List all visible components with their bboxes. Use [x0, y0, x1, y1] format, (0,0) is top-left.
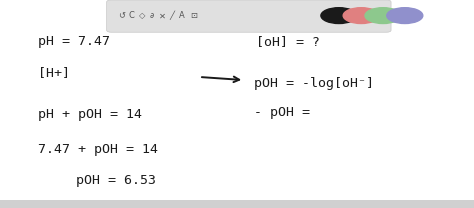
Bar	[0, 200, 474, 208]
FancyBboxPatch shape	[107, 0, 391, 32]
Circle shape	[321, 8, 357, 24]
Text: C: C	[129, 11, 135, 20]
Text: pH + pOH = 14: pH + pOH = 14	[38, 108, 142, 121]
Text: pH = 7.47: pH = 7.47	[38, 35, 110, 48]
Text: [H+]: [H+]	[38, 66, 70, 79]
Text: 7.47 + pOH = 14: 7.47 + pOH = 14	[38, 143, 158, 156]
Text: ↺: ↺	[118, 11, 125, 20]
Text: [oH] = ?: [oH] = ?	[256, 35, 320, 48]
Text: ✕: ✕	[159, 11, 165, 20]
Text: A: A	[179, 11, 185, 20]
Text: pOH = 6.53: pOH = 6.53	[76, 175, 156, 187]
Text: ⊡: ⊡	[190, 11, 197, 20]
Text: pOH = -log[oH⁻]: pOH = -log[oH⁻]	[254, 77, 374, 90]
Text: ╱: ╱	[169, 11, 174, 20]
Text: - pOH =: - pOH =	[254, 106, 310, 119]
Circle shape	[365, 8, 401, 24]
Text: ◇: ◇	[139, 11, 146, 20]
Circle shape	[343, 8, 379, 24]
Text: ∂: ∂	[149, 11, 154, 20]
Circle shape	[387, 8, 423, 24]
